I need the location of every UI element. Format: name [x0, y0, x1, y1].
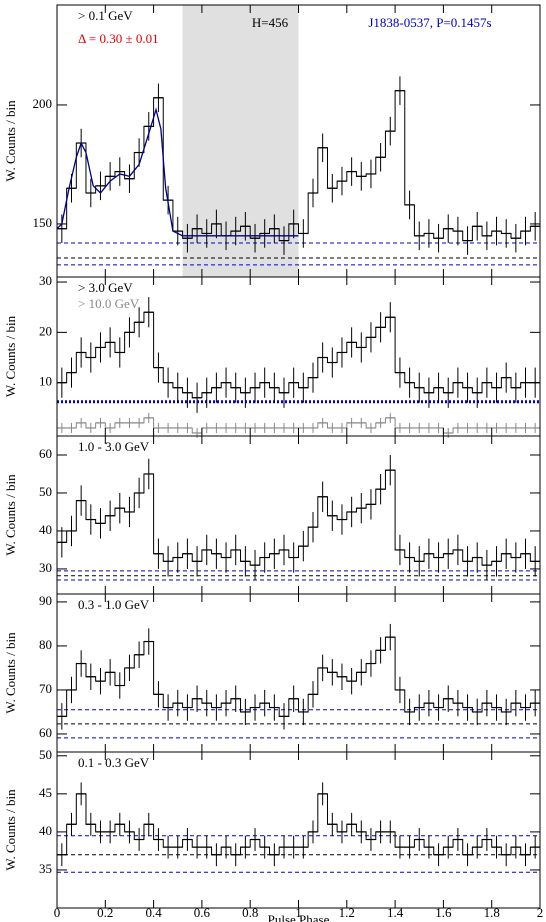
y-axis-label: W. Counts / bin: [3, 789, 18, 871]
y-tick-label: 90: [39, 593, 52, 608]
y-tick-label: 70: [39, 681, 52, 696]
energy-label: 1.0 - 3.0 GeV: [78, 439, 150, 454]
y-tick-label: 40: [39, 522, 52, 537]
energy-label: > 10.0 GeV: [78, 296, 140, 311]
x-tick-label: 1: [295, 905, 302, 920]
x-tick-label: 0.6: [194, 905, 211, 920]
x-tick-label: 1.2: [339, 905, 355, 920]
x-tick-label: 1.6: [435, 905, 452, 920]
y-tick-label: 35: [39, 861, 52, 876]
y-axis-label: W. Counts / bin: [3, 315, 18, 397]
y-tick-label: 60: [39, 725, 52, 740]
energy-label: 0.3 - 1.0 GeV: [78, 597, 150, 612]
y-axis-label: W. Counts / bin: [3, 100, 18, 182]
annotation: H=456: [252, 15, 289, 30]
energy-label: > 3.0 GeV: [78, 280, 133, 295]
y-tick-label: 30: [39, 560, 52, 575]
y-tick-label: 30: [39, 273, 52, 288]
y-tick-label: 45: [39, 785, 52, 800]
fit-curve: [56, 107, 299, 237]
x-axis-label: Pulse Phase: [268, 912, 330, 922]
energy-label: 0.1 - 0.3 GeV: [78, 755, 150, 770]
energy-label: > 0.1 GeV: [78, 8, 133, 23]
y-axis-label: W. Counts / bin: [3, 474, 18, 556]
x-tick-label: 0.8: [242, 905, 258, 920]
y-tick-label: 150: [33, 215, 53, 230]
x-tick-label: 0.4: [145, 905, 162, 920]
x-tick-label: 2: [537, 905, 544, 920]
x-tick-label: 1.8: [484, 905, 500, 920]
y-tick-label: 80: [39, 637, 52, 652]
y-tick-label: 50: [39, 484, 52, 499]
x-tick-label: 0: [54, 905, 61, 920]
y-tick-label: 20: [39, 323, 52, 338]
y-tick-label: 50: [39, 747, 52, 762]
annotation: Δ = 0.30 ± 0.01: [78, 31, 159, 46]
y-axis-label: W. Counts / bin: [3, 632, 18, 714]
y-tick-label: 200: [33, 96, 53, 111]
x-tick-label: 0.2: [97, 905, 113, 920]
y-tick-label: 10: [39, 374, 52, 389]
annotation: J1838-0537, P=0.1457s: [368, 15, 491, 30]
y-tick-label: 60: [39, 446, 52, 461]
x-tick-label: 1.4: [387, 905, 404, 920]
y-tick-label: 40: [39, 823, 52, 838]
